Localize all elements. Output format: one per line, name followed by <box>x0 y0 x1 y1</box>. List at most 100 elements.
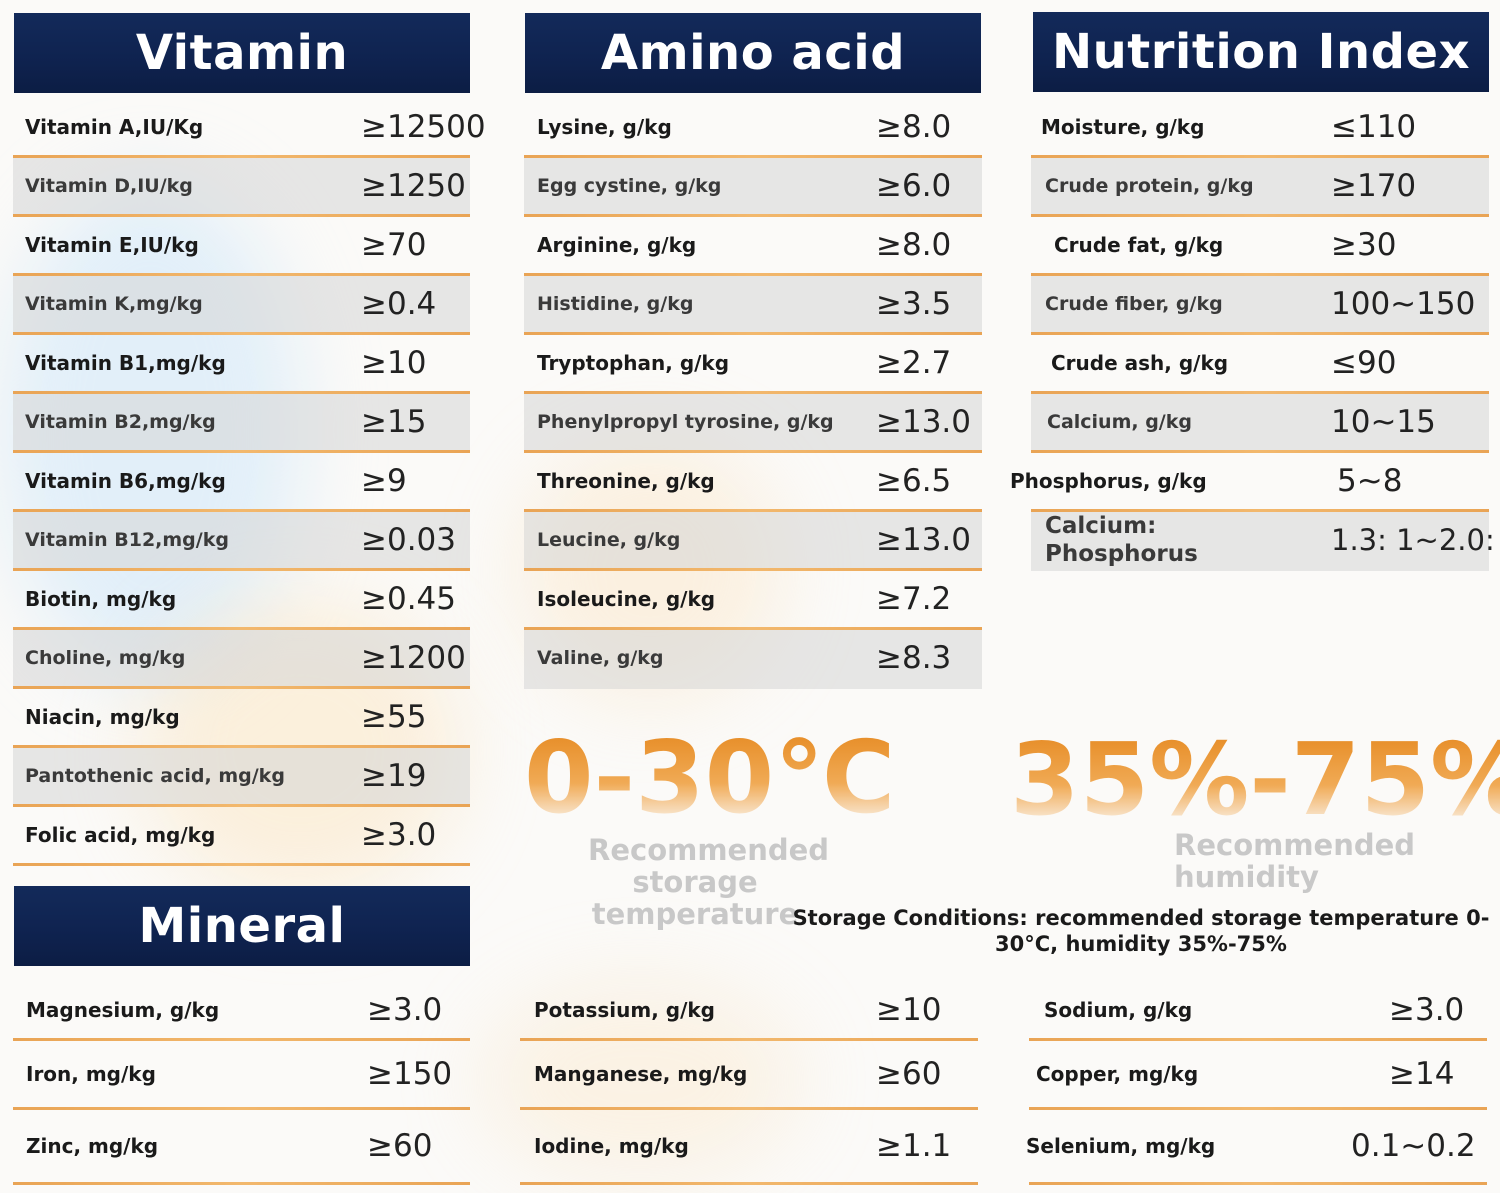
row-label: Arginine, g/kg <box>537 233 697 257</box>
mineral-table-col3: Sodium, g/kg ≥3.0 Copper, mg/kg ≥14 Seleni… <box>1026 982 1487 1185</box>
row-label: Histidine, g/kg <box>537 293 694 315</box>
table-row: Copper, mg/kg ≥14 <box>1029 1041 1487 1110</box>
row-label: Folic acid, mg/kg <box>25 823 216 847</box>
table-row: Sodium, g/kg ≥3.0 <box>1029 982 1487 1041</box>
row-label: Magnesium, g/kg <box>26 998 220 1022</box>
table-row: Phenylpropyl tyrosine, g/kg ≥13.0 <box>524 394 982 453</box>
row-value: ≤90 <box>1331 345 1397 381</box>
table-row: Pantothenic acid, mg/kg ≥19 <box>13 748 470 807</box>
row-value: ≥6.0 <box>876 168 952 204</box>
row-label: Iodine, mg/kg <box>534 1134 689 1158</box>
row-value: ≥6.5 <box>876 463 952 499</box>
row-label: Biotin, mg/kg <box>25 587 177 611</box>
row-label: Crude protein, g/kg <box>1045 175 1254 197</box>
temperature-caption: Recommended storage temperature <box>588 833 830 931</box>
row-value: ≥2.7 <box>876 345 952 381</box>
table-row: Manganese, mg/kg ≥60 <box>520 1041 978 1110</box>
row-label: Iron, mg/kg <box>26 1062 156 1086</box>
row-label: Selenium, mg/kg <box>1026 1134 1216 1158</box>
table-row: Vitamin B12,mg/kg ≥0.03 <box>13 512 470 571</box>
row-value: ≥60 <box>367 1128 433 1164</box>
table-row: Phosphorus, g/kg 5~8 <box>1010 453 1489 512</box>
table-row: Moisture, g/kg ≤110 <box>1031 99 1489 158</box>
row-value: ≤110 <box>1331 109 1417 145</box>
row-label: Pantothenic acid, mg/kg <box>25 765 285 787</box>
row-value: ≥9 <box>361 463 407 499</box>
table-row: Vitamin B2,mg/kg ≥15 <box>13 394 470 453</box>
row-value: ≥0.03 <box>361 522 456 558</box>
row-value: ≥55 <box>361 699 427 735</box>
row-value: ≥60 <box>876 1056 942 1092</box>
table-row: Magnesium, g/kg ≥3.0 <box>13 982 470 1041</box>
amino-acid-table: Lysine, g/kg ≥8.0 Egg cystine, g/kg ≥6.0 A… <box>524 99 982 689</box>
table-row: Vitamin B1,mg/kg ≥10 <box>13 335 470 394</box>
row-label: Calcium, g/kg <box>1047 411 1192 433</box>
row-value: ≥3.0 <box>1389 992 1465 1028</box>
storage-conditions-note: Storage Conditions: recommended storage … <box>792 906 1490 956</box>
row-value: ≥8.0 <box>876 227 952 263</box>
row-value: ≥12500 <box>361 109 486 145</box>
row-value: 5~8 <box>1337 463 1403 499</box>
row-value: ≥8.0 <box>876 109 952 145</box>
row-label: Moisture, g/kg <box>1041 115 1205 139</box>
mineral-table-col1: Magnesium, g/kg ≥3.0 Iron, mg/kg ≥150 Zinc… <box>13 982 470 1185</box>
row-value: 1.3: 1~2.0: 1 <box>1331 523 1500 557</box>
row-label: Isoleucine, g/kg <box>537 587 716 611</box>
row-value: ≥70 <box>361 227 427 263</box>
row-label: Vitamin B1,mg/kg <box>25 351 226 375</box>
row-label: Crude fat, g/kg <box>1054 233 1224 257</box>
table-row: Lysine, g/kg ≥8.0 <box>524 99 982 158</box>
row-value: ≥7.2 <box>876 581 952 617</box>
table-row: Leucine, g/kg ≥13.0 <box>524 512 982 571</box>
row-value: 0.1~0.2 <box>1351 1128 1476 1164</box>
row-value: ≥170 <box>1331 168 1417 204</box>
vitamin-header: Vitamin <box>14 13 470 93</box>
table-row: Vitamin K,mg/kg ≥0.4 <box>13 276 470 335</box>
table-row: Valine, g/kg ≥8.3 <box>524 630 982 689</box>
table-row: Vitamin D,IU/kg ≥1250 <box>13 158 470 217</box>
row-label: Valine, g/kg <box>537 647 664 669</box>
humidity-caption: Recommended humidity <box>1174 828 1416 894</box>
row-value: ≥3.5 <box>876 286 952 322</box>
table-row: Vitamin B6,mg/kg ≥9 <box>13 453 470 512</box>
row-value: 10~15 <box>1331 404 1436 440</box>
row-value: ≥3.0 <box>367 992 443 1028</box>
table-row: Choline, mg/kg ≥1200 <box>13 630 470 689</box>
row-value: ≥13.0 <box>876 522 971 558</box>
row-label: Vitamin K,mg/kg <box>25 293 203 315</box>
row-value: ≥30 <box>1331 227 1397 263</box>
vitamin-table: Vitamin A,IU/Kg ≥12500 Vitamin D,IU/kg ≥12… <box>13 99 486 866</box>
row-label: Tryptophan, g/kg <box>537 351 730 375</box>
row-value: ≥19 <box>361 758 427 794</box>
nutrition-index-header: Nutrition Index <box>1033 12 1489 92</box>
storage-humidity: 35%-75% <box>1010 730 1500 830</box>
row-value: ≥1200 <box>361 640 466 676</box>
row-value: ≥13.0 <box>876 404 971 440</box>
table-row: Egg cystine, g/kg ≥6.0 <box>524 158 982 217</box>
table-row: Crude fiber, g/kg 100~150 <box>1031 276 1489 335</box>
table-row: Calcium, g/kg 10~15 <box>1031 394 1489 453</box>
table-row: Iron, mg/kg ≥150 <box>13 1041 470 1110</box>
row-value: ≥8.3 <box>876 640 952 676</box>
row-label: Calcium: Phosphorus <box>1045 513 1198 567</box>
row-value: ≥10 <box>361 345 427 381</box>
row-value: ≥3.0 <box>361 817 437 853</box>
mineral-header: Mineral <box>14 886 470 966</box>
table-row: Histidine, g/kg ≥3.5 <box>524 276 982 335</box>
row-value: ≥150 <box>367 1056 453 1092</box>
row-label: Egg cystine, g/kg <box>537 175 722 197</box>
table-row: Selenium, mg/kg 0.1~0.2 <box>1026 1110 1487 1185</box>
row-label: Vitamin B2,mg/kg <box>25 411 216 433</box>
row-label: Crude ash, g/kg <box>1051 351 1229 375</box>
row-label: Vitamin E,IU/kg <box>25 233 199 257</box>
row-label: Leucine, g/kg <box>537 529 681 551</box>
row-label: Threonine, g/kg <box>537 469 715 493</box>
table-row: Isoleucine, g/kg ≥7.2 <box>524 571 982 630</box>
table-row: Arginine, g/kg ≥8.0 <box>524 217 982 276</box>
row-value: ≥10 <box>876 992 942 1028</box>
table-row: Potassium, g/kg ≥10 <box>520 982 978 1041</box>
row-value: ≥1250 <box>361 168 466 204</box>
amino-acid-header: Amino acid <box>525 13 981 93</box>
row-value: ≥15 <box>361 404 427 440</box>
row-label: Potassium, g/kg <box>534 998 715 1022</box>
